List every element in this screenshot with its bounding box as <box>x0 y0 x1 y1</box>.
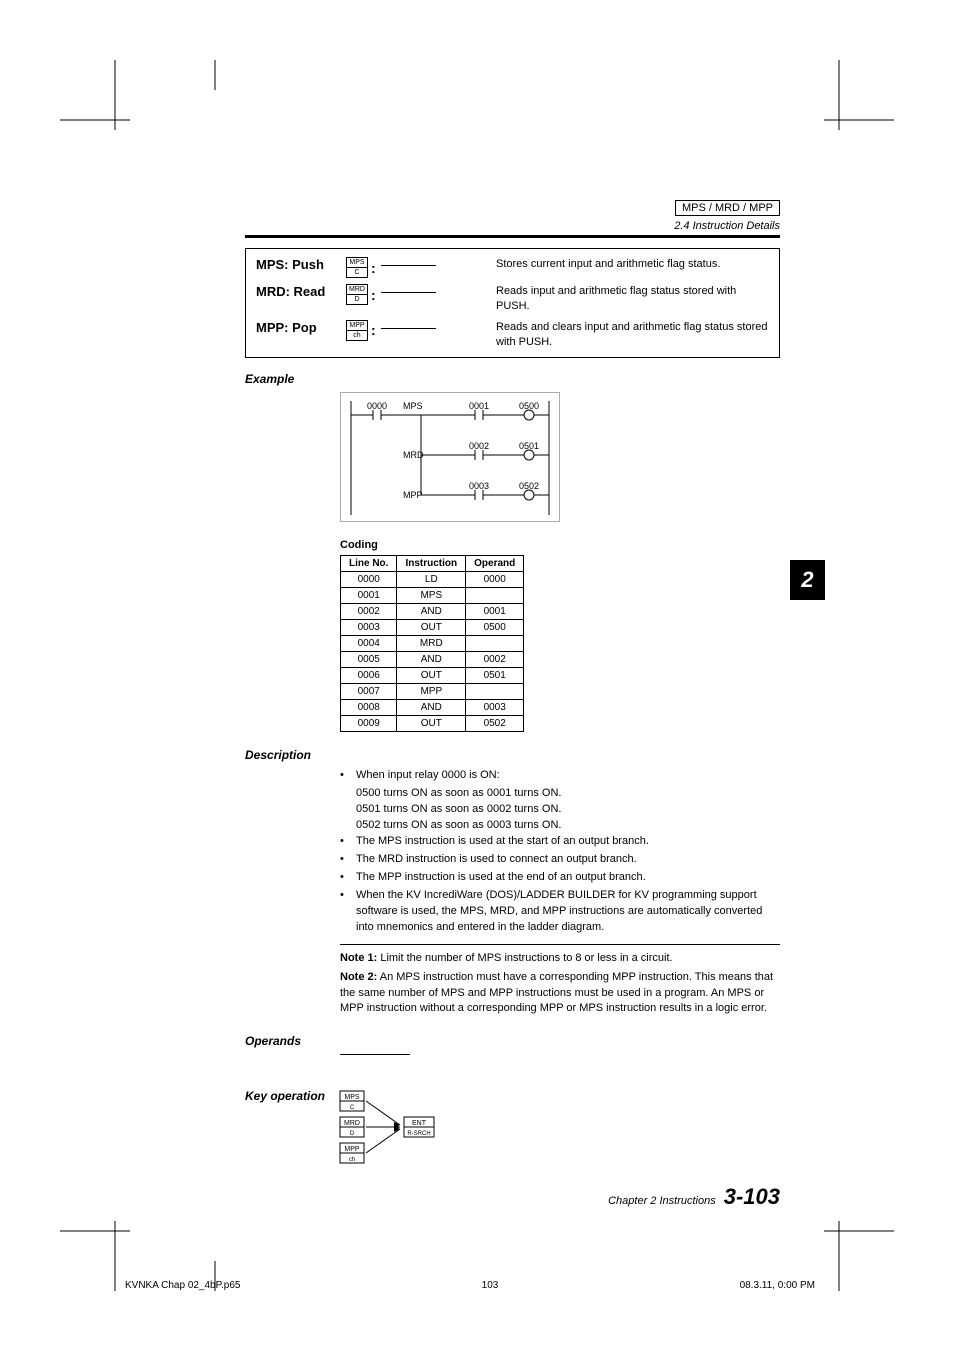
coding-label: Coding <box>340 539 780 551</box>
svg-text:0002: 0002 <box>469 441 489 451</box>
chapter-side-tab: 2 <box>790 560 825 600</box>
instr-symbol: MPSC: <box>346 257 496 278</box>
svg-text:MRD: MRD <box>344 1120 360 1127</box>
svg-text:R-SRCH: R-SRCH <box>408 1131 431 1137</box>
instr-label: MPP: Pop <box>256 320 346 335</box>
notes-rule <box>340 944 780 945</box>
svg-text:MPS: MPS <box>345 1094 361 1101</box>
svg-text:0003: 0003 <box>469 481 489 491</box>
coding-col: Operand <box>466 556 524 572</box>
instr-label: MPS: Push <box>256 257 346 272</box>
description-label: Description <box>245 748 780 762</box>
instr-desc: Reads input and arithmetic flag status s… <box>496 284 769 314</box>
svg-text:ENT: ENT <box>412 1120 427 1127</box>
svg-text:MRD: MRD <box>403 450 424 460</box>
table-row: 0005AND0002 <box>341 652 524 668</box>
table-row: 0001MPS <box>341 588 524 604</box>
footer-page: 3-103 <box>724 1184 780 1210</box>
page-footer: Chapter 2 Instructions 3-103 <box>245 1184 780 1210</box>
header-box: MPS / MRD / MPP <box>675 200 780 216</box>
svg-text:MPP: MPP <box>403 490 423 500</box>
operands-rule <box>340 1054 410 1055</box>
instruction-definitions: MPS: PushMPSC:Stores current input and a… <box>245 248 780 358</box>
table-row: 0009OUT0502 <box>341 716 524 732</box>
svg-text:MPP: MPP <box>345 1146 361 1153</box>
footer-chapter: Chapter 2 Instructions <box>608 1195 716 1207</box>
table-row: 0000LD0000 <box>341 572 524 588</box>
notes-body: Note 1: Limit the number of MPS instruct… <box>340 951 780 1017</box>
print-file: KVNKA Chap 02_4bP.p65 <box>125 1280 240 1291</box>
keyop-diagram: MPS C MRD D MPP ch ENT R-SRCH <box>338 1089 438 1170</box>
table-row: 0002AND0001 <box>341 604 524 620</box>
print-timestamp: 08.3.11, 0:00 PM <box>740 1280 815 1291</box>
operands-label: Operands <box>245 1034 780 1048</box>
table-row: 0007MPP <box>341 684 524 700</box>
header-subtitle: 2.4 Instruction Details <box>245 220 780 232</box>
svg-text:ch: ch <box>349 1157 355 1163</box>
keyop-label: Key operation <box>245 1089 335 1103</box>
table-row: 0008AND0003 <box>341 700 524 716</box>
svg-text:MPS: MPS <box>403 401 423 411</box>
instr-desc: Reads and clears input and arithmetic fl… <box>496 320 769 350</box>
header-rule <box>245 235 780 238</box>
table-row: 0003OUT0500 <box>341 620 524 636</box>
instr-desc: Stores current input and arithmetic flag… <box>496 257 769 272</box>
example-label: Example <box>245 372 780 386</box>
svg-text:0001: 0001 <box>469 401 489 411</box>
svg-text:D: D <box>350 1131 355 1137</box>
coding-col: Instruction <box>397 556 466 572</box>
page-header: MPS / MRD / MPP 2.4 Instruction Details <box>245 200 780 232</box>
ladder-diagram: 0000MPSMRDMPP000105000002050100030502 <box>340 392 780 525</box>
description-body: •When input relay 0000 is ON:0500 turns … <box>340 768 780 935</box>
table-row: 0004MRD <box>341 636 524 652</box>
table-row: 0006OUT0501 <box>341 668 524 684</box>
print-info: KVNKA Chap 02_4bP.p65 103 08.3.11, 0:00 … <box>125 1280 815 1291</box>
svg-text:0000: 0000 <box>367 401 387 411</box>
instr-symbol: MPPch: <box>346 320 496 341</box>
coding-table: Line No.InstructionOperand0000LD00000001… <box>340 555 524 732</box>
coding-col: Line No. <box>341 556 397 572</box>
instr-symbol: MRDD: <box>346 284 496 305</box>
print-page: 103 <box>482 1280 499 1291</box>
instr-label: MRD: Read <box>256 284 346 299</box>
svg-text:C: C <box>350 1105 355 1111</box>
